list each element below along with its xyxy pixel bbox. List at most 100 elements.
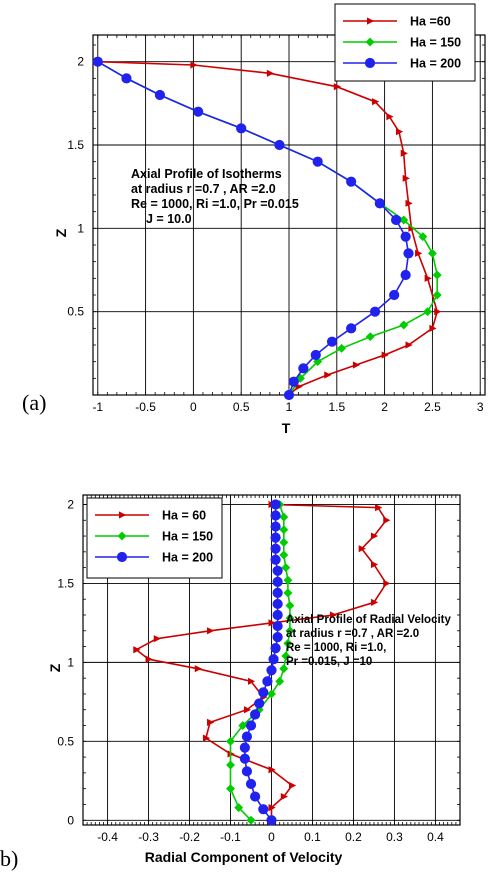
data-point [275, 676, 285, 686]
data-point [272, 598, 283, 610]
data-point [238, 720, 248, 731]
data-point [272, 609, 283, 621]
data-point [370, 598, 379, 606]
legend-box [86, 497, 223, 579]
data-point [272, 587, 283, 598]
x-tick-label: 2.5 [424, 400, 441, 414]
data-point [270, 643, 281, 654]
data-point [254, 698, 265, 709]
chart-panel-a: -1 -0.5 0 0.5 1 1.5 2 2.5 3 0.5 1 1.5 2 T Z Axial Profi… [53, 3, 486, 436]
panel-label-a: (a) [22, 390, 46, 415]
data-point [190, 61, 198, 69]
data-point [145, 655, 153, 663]
annotation-line: Re = 1000, Ri =1.0, [286, 642, 386, 654]
x-axis-label: Radial Component of Velocity [145, 849, 343, 865]
data-point [298, 363, 309, 374]
data-point [369, 306, 381, 317]
data-point [400, 149, 408, 157]
data-point [370, 560, 379, 569]
data-point [258, 804, 269, 815]
data-point [434, 308, 442, 316]
data-point [386, 113, 394, 121]
data-point [272, 620, 283, 632]
data-point [283, 389, 295, 401]
data-point [207, 627, 215, 635]
annotation-line: Pr =0.015, J =10 [286, 656, 372, 668]
legend-marker [365, 37, 375, 47]
data-point [153, 635, 161, 643]
data-point [372, 98, 380, 106]
annotation-line: at radius r =0.7 , AR =2.0 [286, 628, 419, 640]
legend-entry: Ha = 150 [162, 530, 213, 544]
legend-entry: Ha = 200 [162, 551, 213, 565]
data-point [310, 349, 321, 361]
data-point [403, 248, 414, 259]
data-point [133, 646, 141, 654]
data-point [402, 174, 410, 182]
data-point [225, 760, 236, 770]
data-point [358, 545, 366, 553]
data-point [283, 575, 293, 585]
data-point [274, 139, 285, 151]
data-point [283, 588, 293, 598]
y-tick-label: 1 [77, 221, 84, 235]
data-point [236, 123, 247, 134]
data-point [429, 324, 437, 332]
data-point [418, 232, 428, 242]
data-point [272, 632, 283, 643]
data-point [245, 720, 257, 731]
data-point [427, 248, 437, 258]
data-point [381, 351, 389, 359]
data-point [370, 532, 379, 540]
x-tick-label: -0.3 [138, 830, 159, 844]
data-point [400, 269, 411, 281]
data-point [225, 784, 236, 794]
data-point [405, 199, 413, 207]
data-point [243, 706, 252, 714]
data-point [280, 792, 288, 801]
data-point [234, 803, 244, 813]
data-point [193, 106, 204, 117]
x-tick-label: 0 [190, 400, 197, 414]
data-point [239, 753, 250, 764]
data-point [262, 676, 273, 687]
legend-marker [116, 551, 128, 563]
data-point [246, 815, 256, 825]
x-tick-label: -0.1 [220, 830, 241, 844]
y-tick-label: 1.5 [57, 576, 74, 590]
data-point [346, 176, 357, 187]
y-tick-label: 2 [77, 55, 84, 69]
x-tick-label: 2 [381, 400, 388, 414]
data-point [285, 626, 295, 636]
data-point [326, 336, 338, 347]
data-point [279, 525, 289, 535]
data-point [202, 734, 211, 742]
data-point [207, 718, 215, 726]
data-point [121, 73, 132, 84]
legend-entry: Ha =60 [410, 15, 451, 29]
data-point [288, 781, 297, 790]
x-tick-label: 0.2 [345, 830, 362, 844]
x-tick-label: 1 [286, 400, 293, 414]
data-point [270, 543, 281, 554]
data-point [383, 516, 391, 524]
data-point [405, 341, 413, 349]
data-point [154, 89, 166, 101]
data-point [285, 613, 295, 623]
data-point [399, 320, 409, 330]
data-point [270, 532, 281, 543]
legend-entry: Ha = 200 [410, 57, 461, 71]
data-point [92, 56, 103, 67]
x-tick-label: 0.5 [233, 400, 250, 414]
x-tick-label: 0.3 [386, 830, 403, 844]
data-point [312, 156, 323, 167]
data-point [241, 731, 253, 742]
data-point [281, 563, 291, 573]
data-point [279, 512, 289, 522]
legend-entry: Ha = 60 [162, 509, 206, 523]
x-tick-label: -0.5 [135, 400, 156, 414]
y-tick-label: 2 [67, 497, 74, 511]
data-point [270, 521, 281, 532]
annotation-line: Axial Profile of Radial Velocity [286, 614, 451, 626]
data-point [241, 766, 253, 777]
